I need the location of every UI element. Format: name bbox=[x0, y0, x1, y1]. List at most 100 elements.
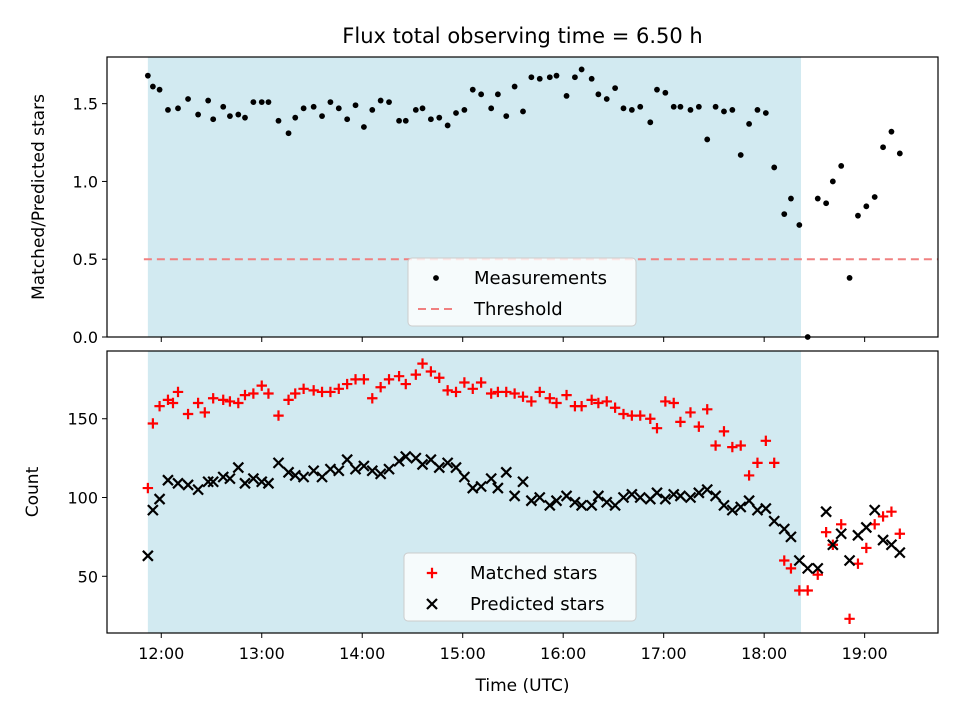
legend-box bbox=[407, 257, 637, 327]
y-tick-label: 1.0 bbox=[73, 172, 98, 191]
predicted-stars-point bbox=[508, 490, 521, 502]
predicted-stars-point bbox=[600, 496, 613, 509]
matched-stars-point bbox=[779, 555, 790, 566]
measurements-point bbox=[572, 74, 578, 81]
predicted-stars-point bbox=[207, 475, 219, 488]
y-tick-label: 1.5 bbox=[73, 95, 98, 114]
ratio-axis-ticks: 0.0 0.5 1.0 1.5 bbox=[73, 95, 866, 347]
predicted-stars-point bbox=[262, 477, 275, 490]
predicted-stars-point bbox=[239, 477, 251, 490]
matched-stars-point bbox=[593, 397, 604, 409]
y-tick-label: 0.0 bbox=[73, 328, 98, 347]
matched-stars-point bbox=[735, 440, 746, 451]
predicted-stars-point bbox=[458, 471, 471, 483]
measurements-point bbox=[721, 108, 727, 115]
measurements-point bbox=[453, 110, 459, 116]
matched-stars-point bbox=[199, 407, 211, 418]
predicted-stars-point bbox=[416, 458, 429, 471]
matched-stars-point bbox=[192, 397, 204, 409]
matched-stars-point bbox=[172, 386, 184, 398]
measurements-point bbox=[654, 86, 660, 93]
legend-swatch bbox=[433, 275, 439, 281]
predicted-stars-point bbox=[450, 461, 462, 474]
measurements-point bbox=[469, 86, 476, 93]
matched-stars-point bbox=[425, 366, 437, 377]
matched-stars-point bbox=[393, 371, 405, 382]
predicted-stars-point bbox=[626, 488, 638, 501]
predicted-stars-point bbox=[860, 521, 873, 534]
measurements-point bbox=[647, 119, 654, 126]
x-tick-label: 14:00 bbox=[339, 644, 385, 663]
measurements-point bbox=[737, 152, 744, 158]
matched-stars-point bbox=[526, 396, 537, 407]
measurements-point bbox=[488, 105, 495, 112]
x-tick-label: 19:00 bbox=[842, 644, 888, 663]
measurements-point bbox=[796, 222, 803, 228]
predicted-stars-point bbox=[768, 515, 780, 527]
measurements-point bbox=[814, 195, 821, 202]
measurements-point bbox=[285, 130, 292, 137]
matched-stars-point bbox=[459, 377, 470, 388]
matched-stars-point bbox=[308, 385, 319, 396]
predicted-stars-point bbox=[651, 487, 663, 499]
predicted-stars-point bbox=[192, 483, 204, 496]
predicted-stars-point bbox=[674, 490, 687, 502]
matched-stars-point bbox=[534, 386, 545, 398]
matched-stars-point bbox=[668, 397, 679, 409]
predicted-stars-point bbox=[760, 502, 772, 515]
matched-stars-point bbox=[685, 407, 696, 418]
matched-stars-point bbox=[333, 383, 344, 395]
matched-stars-point bbox=[467, 383, 478, 395]
predicted-stars-point bbox=[492, 482, 504, 494]
x-tick-label: 15:00 bbox=[440, 644, 486, 663]
measurements-point bbox=[528, 74, 535, 81]
measurements-point bbox=[563, 92, 570, 99]
measurements-point bbox=[300, 105, 307, 112]
matched-stars-point bbox=[450, 386, 462, 398]
count-axes-frame bbox=[106, 350, 939, 634]
measurements-point bbox=[210, 116, 217, 123]
predicted-stars-point bbox=[374, 468, 387, 480]
matched-stars-point bbox=[618, 408, 629, 420]
predicted-stars-point bbox=[560, 490, 573, 502]
measurements-point bbox=[838, 162, 845, 169]
ratio-axes-frame bbox=[106, 56, 939, 338]
matched-stars-point bbox=[509, 388, 520, 399]
matched-stars-point bbox=[894, 528, 906, 539]
x-tick-label: 17:00 bbox=[641, 644, 687, 663]
legend-swatch bbox=[426, 567, 438, 579]
measurements-point bbox=[165, 106, 171, 113]
predicted-stars-point bbox=[202, 475, 214, 488]
predicted-stars-point bbox=[272, 457, 285, 469]
measurements-point bbox=[275, 117, 282, 124]
matched-stars-point bbox=[182, 408, 194, 420]
measurements-point bbox=[195, 111, 202, 118]
x-tick-label: 16:00 bbox=[540, 644, 586, 663]
predicted-stars-point bbox=[517, 475, 529, 488]
predicted-stars-point bbox=[835, 527, 847, 540]
measurements-point bbox=[220, 103, 227, 110]
ratio-panel: 0.0 0.5 1.0 1.5 Flux total observing time =… bbox=[29, 24, 939, 347]
matched-stars-point bbox=[836, 519, 847, 530]
matched-stars-point bbox=[358, 374, 370, 385]
count-markers bbox=[142, 358, 906, 625]
predicted-stars-point bbox=[659, 493, 672, 505]
matched-stars-point bbox=[410, 369, 422, 380]
predicted-stars-point bbox=[341, 453, 353, 466]
predicted-stars-point bbox=[147, 504, 159, 516]
matched-stars-point bbox=[635, 410, 646, 421]
matched-stars-point bbox=[651, 422, 663, 434]
measurements-point bbox=[771, 164, 778, 171]
predicted-stars-point bbox=[142, 550, 154, 562]
predicted-stars-point bbox=[358, 460, 370, 472]
measurements-point bbox=[553, 72, 560, 79]
count-y-axis-label: Count bbox=[23, 466, 43, 517]
measurements-point bbox=[588, 75, 595, 82]
measurements-point bbox=[871, 194, 878, 200]
measurements-point bbox=[788, 195, 794, 202]
predicted-stars-point bbox=[544, 499, 556, 512]
measurements-point bbox=[628, 106, 635, 113]
legend-label: Matched stars bbox=[470, 563, 597, 584]
measurements-point bbox=[444, 122, 451, 129]
